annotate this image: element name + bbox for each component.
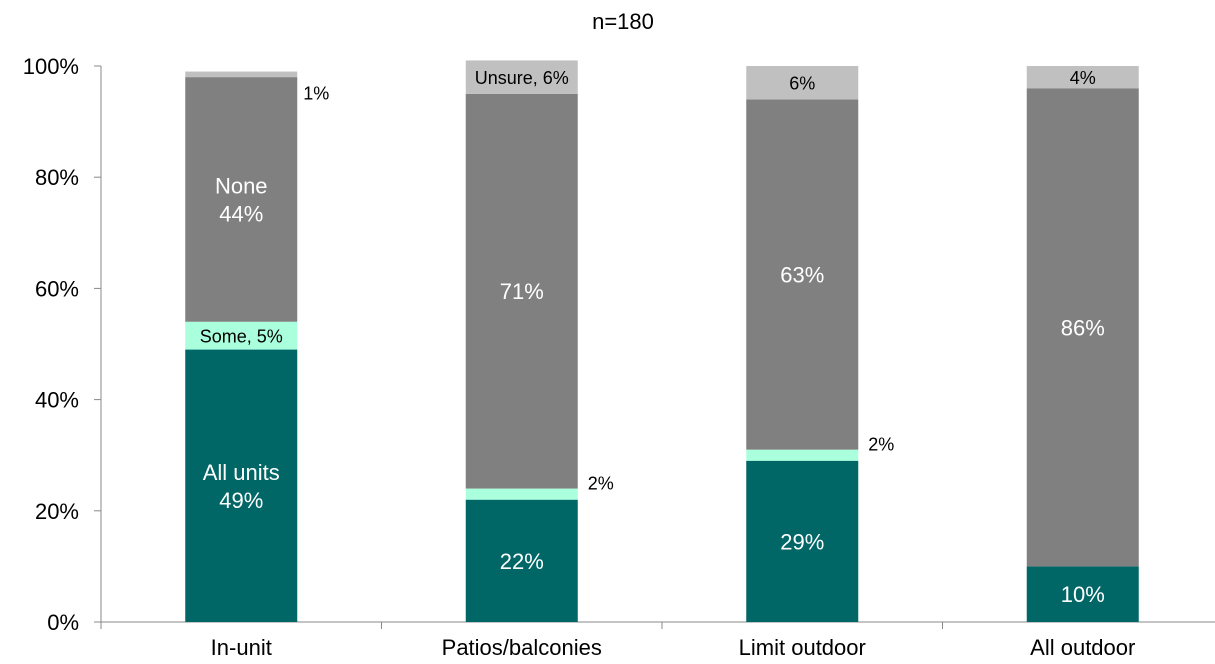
y-tick-label: 0% (47, 610, 79, 635)
y-tick-label: 80% (35, 165, 79, 190)
data-label: 44% (219, 201, 263, 226)
bars (185, 60, 1139, 622)
data-label: 2% (588, 474, 614, 494)
bar-segment (465, 499, 578, 622)
data-label: 29% (780, 529, 824, 554)
axes: 0% 20% 40% 60% 80% 100% In-unit Patios/balconie… (23, 54, 1215, 660)
data-label: 1% (303, 84, 329, 104)
data-label: 63% (780, 263, 824, 288)
data-label: 86% (1061, 315, 1105, 340)
data-labels: All units 49% Some, 5% None 44% 1% 22% 2% 71% Uns… (200, 68, 1105, 607)
bar-segment (746, 460, 859, 622)
data-label: All units (203, 460, 280, 485)
bar-segment (465, 60, 578, 94)
data-label: 6% (789, 74, 815, 94)
bar-segment (746, 66, 859, 100)
bar-segment (465, 93, 578, 489)
y-tick-label: 100% (23, 54, 79, 79)
bar-segment (746, 99, 859, 450)
bar-segment (1026, 66, 1139, 89)
data-label: Some, 5% (200, 327, 283, 347)
data-label: 2% (868, 435, 894, 455)
bar-segment (185, 321, 298, 350)
bar-segment (185, 77, 298, 322)
bar-segment (746, 449, 859, 461)
bar-segment (1026, 88, 1139, 567)
chart-title: n=180 (592, 9, 654, 34)
bar-segment (1026, 566, 1139, 622)
y-tick-label: 40% (35, 388, 79, 413)
data-label: 4% (1070, 68, 1096, 88)
x-tick-label: Patios/balconies (442, 635, 602, 660)
y-tick-label: 60% (35, 276, 79, 301)
y-tick-label: 20% (35, 499, 79, 524)
data-label: None (215, 173, 268, 198)
bar-segment (185, 349, 298, 622)
data-label: Unsure, 6% (475, 68, 569, 88)
data-label: 10% (1061, 582, 1105, 607)
data-label: 71% (500, 279, 544, 304)
data-label: 49% (219, 488, 263, 513)
x-tick-label: All outdoor (1030, 635, 1135, 660)
x-tick-label: Limit outdoor (739, 635, 866, 660)
x-tick-label: In-unit (211, 635, 272, 660)
bar-segment (185, 71, 298, 78)
bar-segment (465, 488, 578, 500)
data-label: 22% (500, 549, 544, 574)
